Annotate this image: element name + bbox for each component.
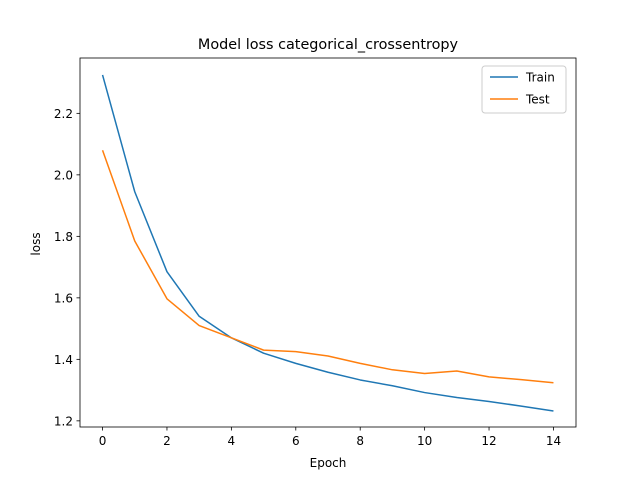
y-tick-label: 2.0 <box>54 168 73 182</box>
legend: Train Test <box>481 65 567 114</box>
plot-area: 0 2 4 6 8 10 12 14 1.2 1.4 1.6 1.8 2.0 2.2 <box>54 57 577 448</box>
legend-label-train: Train <box>525 71 555 85</box>
y-axis-label: loss <box>29 232 43 255</box>
series-line-test <box>101 149 554 384</box>
y-tick-label: 1.4 <box>54 353 73 367</box>
x-tick-label: 0 <box>99 434 107 448</box>
legend-label-test: Test <box>525 93 550 107</box>
chart-title: Model loss categorical_crossentropy <box>198 37 459 53</box>
series-line-train <box>101 74 554 412</box>
x-tick-label: 12 <box>481 434 496 448</box>
y-tick-label: 1.2 <box>54 414 73 428</box>
axes-frame <box>79 57 577 428</box>
y-tick-label: 2.2 <box>54 107 73 121</box>
x-tick-label: 4 <box>228 434 236 448</box>
y-tick-label: 1.6 <box>54 291 73 305</box>
y-tick-label: 1.8 <box>54 230 73 244</box>
x-tick-label: 6 <box>292 434 300 448</box>
x-tick-label: 14 <box>546 434 561 448</box>
x-tick-label: 10 <box>417 434 432 448</box>
x-axis-label: Epoch <box>310 456 347 470</box>
x-tick-label: 8 <box>356 434 364 448</box>
x-tick-label: 2 <box>163 434 171 448</box>
